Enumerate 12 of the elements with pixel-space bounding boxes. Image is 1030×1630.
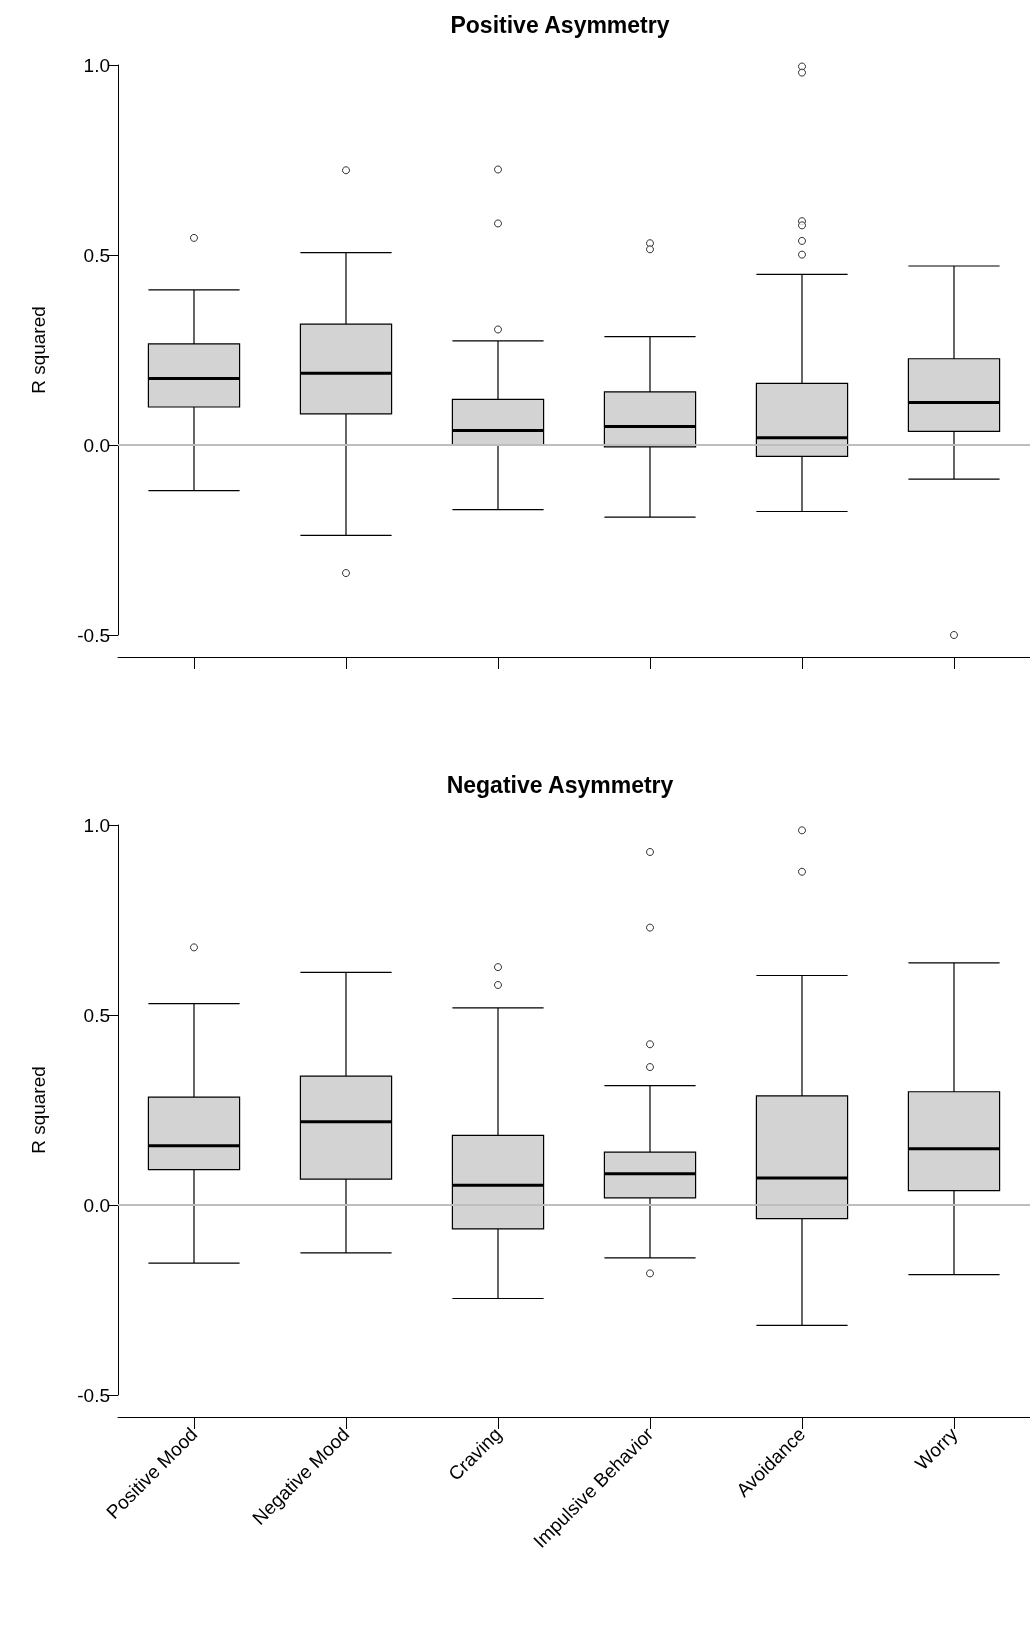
- y-axis-title: R squared: [28, 306, 49, 394]
- chart-title: Positive Asymmetry: [450, 11, 670, 38]
- y-tick-label: -0.5: [77, 1384, 110, 1406]
- chart-title: Negative Asymmetry: [446, 771, 674, 798]
- y-tick-label: 0.5: [83, 244, 110, 266]
- y-tick-label: 0.0: [83, 1194, 110, 1216]
- y-tick-label: 1.0: [83, 54, 110, 76]
- y-tick-label: 0.5: [83, 1004, 110, 1026]
- y-tick-label: 0.0: [83, 434, 110, 456]
- y-tick-label: 1.0: [83, 814, 110, 836]
- y-axis-title: R squared: [28, 1066, 49, 1154]
- y-tick-label: -0.5: [77, 624, 110, 646]
